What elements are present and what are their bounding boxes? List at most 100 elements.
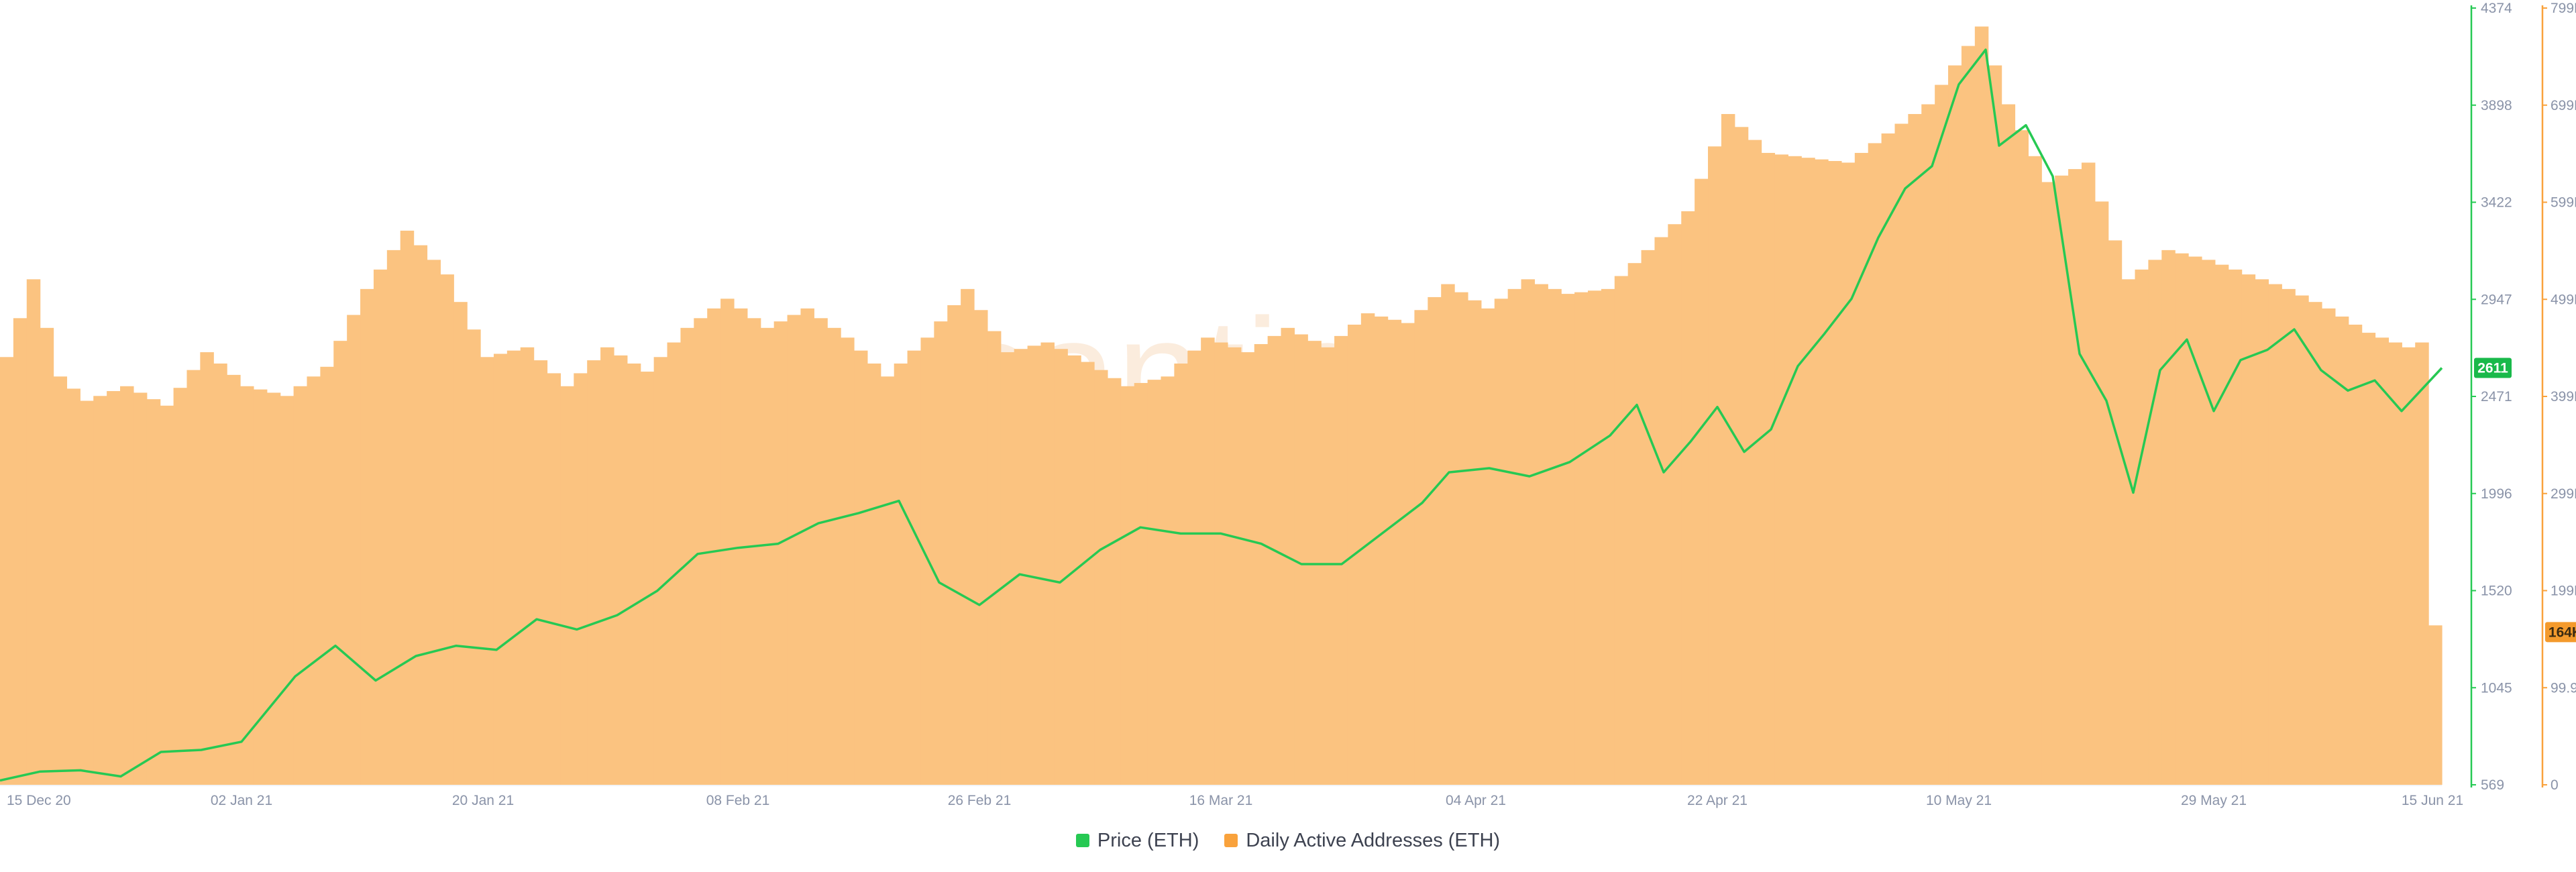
address-bar xyxy=(2402,347,2416,785)
address-bar xyxy=(373,269,388,785)
x-tick-label: 26 Feb 21 xyxy=(948,793,1012,808)
address-bar xyxy=(2282,288,2296,785)
addresses-legend-label: Daily Active Addresses (ETH) xyxy=(1246,829,1501,851)
address-bar xyxy=(1161,376,1175,785)
address-bar xyxy=(1815,159,1829,785)
address-bar xyxy=(1801,158,1815,785)
price-tick-label: 3422 xyxy=(2481,195,2512,211)
address-bar xyxy=(1107,378,1122,785)
address-bar xyxy=(427,260,441,785)
address-bar xyxy=(1240,352,1255,785)
price-tick-label: 1996 xyxy=(2481,486,2512,502)
legend-item-addresses[interactable]: Daily Active Addresses (ETH) xyxy=(1224,830,1500,852)
addresses-tick-label: 699K xyxy=(2551,98,2576,113)
address-bar xyxy=(1027,345,1042,785)
x-tick-label: 15 Jun 21 xyxy=(2402,793,2463,808)
address-bar xyxy=(841,337,855,785)
address-bar xyxy=(347,315,361,785)
addresses-tick-label: 799K xyxy=(2551,1,2576,16)
address-bar xyxy=(987,331,1002,785)
address-bar xyxy=(627,363,641,785)
address-bar xyxy=(1761,152,1776,785)
address-bar xyxy=(694,318,708,785)
address-bar xyxy=(66,388,80,785)
address-bar xyxy=(1841,162,1856,785)
price-axis: 4374 3898 3422 2947 2471 1996 1520 1045 569 xyxy=(2470,1,2512,793)
x-tick-label: 08 Feb 21 xyxy=(706,793,770,808)
address-bar xyxy=(1708,146,1722,785)
address-bar xyxy=(107,391,121,785)
price-tick-label: 569 xyxy=(2481,777,2504,793)
legend-item-price[interactable]: Price (ETH) xyxy=(1075,829,1199,852)
address-bar xyxy=(2428,625,2443,785)
address-bar xyxy=(1574,292,1589,785)
address-bar xyxy=(506,350,521,785)
address-bar xyxy=(200,352,214,785)
address-bar xyxy=(2415,342,2429,785)
address-bar xyxy=(2001,104,2016,785)
address-bar xyxy=(213,363,227,785)
address-bar xyxy=(1614,276,1629,785)
address-bar xyxy=(120,386,134,785)
address-bar xyxy=(533,360,548,785)
address-bar xyxy=(1254,343,1269,785)
addresses-axis: 799K 699K 599K 499K 399K 299K 199K 99.9K 0 xyxy=(2541,1,2576,793)
address-bar xyxy=(1000,352,1015,785)
address-bar xyxy=(1467,300,1482,785)
address-bar xyxy=(1561,294,1575,785)
address-bar xyxy=(80,400,94,785)
address-bar xyxy=(333,341,347,785)
address-bar xyxy=(1374,316,1389,785)
x-tick-label: 29 May 21 xyxy=(2181,793,2247,808)
address-bar xyxy=(574,373,588,785)
address-bar xyxy=(53,376,68,785)
address-bar xyxy=(974,310,988,785)
address-bar xyxy=(1401,323,1415,785)
address-bar xyxy=(413,245,428,785)
address-bar xyxy=(1894,123,1909,785)
address-bar xyxy=(653,357,668,785)
address-bar xyxy=(880,376,895,785)
address-bar xyxy=(640,372,655,785)
address-bar xyxy=(1695,178,1709,785)
address-bar xyxy=(1788,156,1802,785)
price-badge-label: 2611 xyxy=(2477,361,2508,376)
address-bar xyxy=(2175,253,2189,785)
addresses-badge-label: 164K xyxy=(2548,624,2576,640)
x-tick-label: 02 Jan 21 xyxy=(211,793,272,808)
address-bar xyxy=(2375,337,2390,785)
address-bar xyxy=(787,315,802,785)
address-bar xyxy=(2055,175,2069,785)
address-bar xyxy=(0,357,14,785)
price-series xyxy=(0,48,2443,782)
address-bar xyxy=(1521,279,1536,785)
price-legend-label: Price (ETH) xyxy=(1097,829,1199,851)
address-bar xyxy=(1507,288,1522,785)
address-bar xyxy=(2361,333,2376,785)
address-bar xyxy=(1721,113,1735,785)
address-bar xyxy=(1201,337,1215,785)
address-bar xyxy=(800,308,814,785)
address-bar xyxy=(2094,201,2109,785)
address-bar xyxy=(1534,284,1548,785)
address-bar xyxy=(173,388,188,785)
value-badges: 2611 164K xyxy=(2474,358,2576,643)
price-tick-label: 2471 xyxy=(2481,389,2512,404)
price-badge xyxy=(2474,358,2512,378)
address-bar xyxy=(867,363,881,785)
address-bar xyxy=(1948,65,1962,785)
address-bar xyxy=(307,376,321,785)
addresses-bars xyxy=(0,26,2443,785)
address-bar xyxy=(1627,263,1642,785)
address-bar xyxy=(2308,302,2322,785)
address-bar xyxy=(293,386,308,785)
address-bar xyxy=(133,392,148,785)
address-bar xyxy=(13,318,28,785)
address-bar xyxy=(2201,260,2216,785)
address-bar xyxy=(240,386,254,785)
address-bar xyxy=(1481,308,1495,785)
address-bar xyxy=(1387,319,1402,785)
address-bar xyxy=(1774,154,1788,785)
address-bar xyxy=(40,327,54,785)
